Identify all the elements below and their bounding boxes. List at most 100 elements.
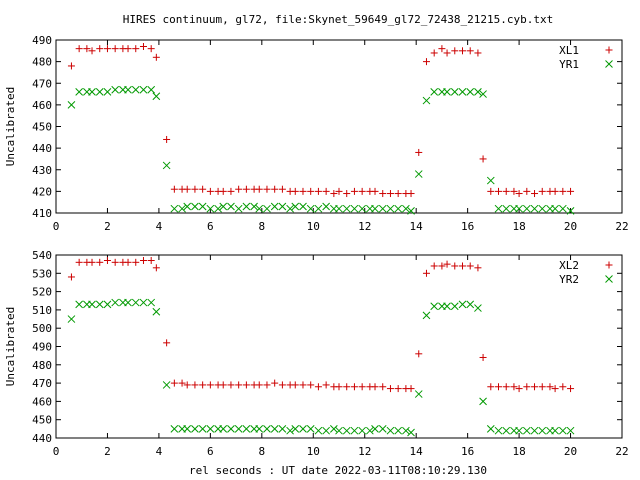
data-point [170,204,179,213]
data-point [438,45,446,53]
data-point [530,204,539,213]
data-point [502,187,510,195]
legend-entry: YR1 [559,58,613,71]
data-point [350,187,358,195]
data-point [291,424,300,433]
y-tick-label: 480 [32,359,52,372]
data-point [559,187,567,195]
data-point [299,381,307,389]
legend-marker [605,46,613,54]
x-tick-label: 12 [358,220,371,233]
data-point [379,190,387,198]
data-point [103,88,112,96]
x-tick-label: 0 [53,445,60,458]
data-point [394,190,402,198]
data-point [214,204,222,213]
data-point [170,185,178,193]
data-point [531,383,539,391]
data-point [88,88,96,96]
data-point [551,426,559,435]
y-tick-label: 450 [32,121,52,134]
data-point [163,135,171,143]
data-point [132,45,140,53]
data-point [199,185,207,193]
data-point [75,88,84,96]
data-point [371,383,379,391]
data-point [250,202,258,211]
data-point [378,424,387,433]
y-tick-label: 480 [32,56,52,69]
legend-entry: XL1 [559,44,613,57]
data-point [335,426,343,435]
data-point [242,185,250,193]
data-point [343,190,351,198]
data-point [162,161,171,170]
data-point [566,426,575,435]
data-point [386,385,394,393]
data-point [147,256,155,264]
data-point [567,385,575,393]
data-point [227,424,235,433]
data-point [335,383,343,391]
data-point [487,187,495,195]
data-point [235,381,243,389]
data-point [163,339,171,347]
x-tick-label: 20 [564,220,577,233]
data-point [322,426,330,435]
data-point [322,187,330,195]
legend-label: XL1 [559,44,579,57]
data-point [263,381,271,389]
data-point [474,49,482,57]
data-point [96,45,104,53]
series-XL2 [67,256,575,393]
x-tick-label: 2 [104,445,111,458]
data-point [322,381,330,389]
data-point [350,426,359,435]
data-point [103,256,111,264]
data-point [486,424,495,433]
data-point [458,262,466,270]
data-point [566,206,575,215]
x-tick-label: 4 [156,220,163,233]
data-point [67,273,75,281]
data-point [95,88,104,96]
data-point [522,204,531,213]
y-tick-label: 470 [32,377,52,390]
data-point [170,379,178,387]
data-point [88,47,96,55]
data-point [415,148,423,156]
data-point [291,381,299,389]
data-point [494,204,503,213]
data-point [139,85,148,94]
data-point [242,424,251,433]
data-point [451,262,459,270]
y-axis-label: Uncalibrated [4,87,17,166]
data-point [152,264,160,272]
data-point [286,426,294,435]
data-point [371,187,379,195]
data-point [479,155,487,163]
data-point [131,298,140,307]
data-point [466,47,474,55]
series-YR2 [67,298,575,437]
data-point [219,381,227,389]
series-XL1 [67,42,575,198]
data-point [567,187,575,195]
data-point [430,88,439,96]
x-tick-label: 8 [259,220,266,233]
data-point [278,424,287,433]
data-point [430,49,438,57]
y-tick-label: 440 [32,432,52,445]
x-tick-label: 0 [53,220,60,233]
data-point [235,185,243,193]
data-point [111,258,119,266]
data-point [414,170,423,178]
data-point [422,269,430,277]
data-point [75,45,83,53]
data-point [88,258,96,266]
data-point [502,383,510,391]
data-point [474,264,482,272]
data-point [443,260,451,268]
data-point [147,45,155,53]
